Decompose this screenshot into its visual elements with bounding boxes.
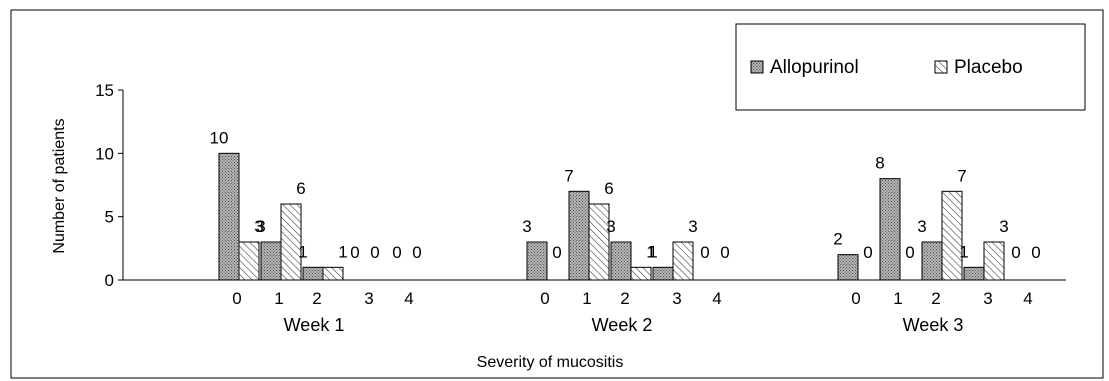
- x-tick-label: 2: [620, 289, 629, 308]
- data-label: 0: [700, 243, 709, 262]
- x-tick-label: 0: [540, 289, 549, 308]
- data-label: 3: [999, 217, 1008, 236]
- x-tick-label: 1: [274, 289, 283, 308]
- x-tick-label: 4: [1023, 289, 1032, 308]
- data-label: 0: [552, 243, 561, 262]
- data-label: 3: [917, 217, 926, 236]
- bar-placebo: [588, 203, 610, 281]
- data-label: 7: [564, 166, 573, 185]
- bar-allopurinol: [610, 241, 632, 281]
- bar-allopurinol: [568, 190, 590, 281]
- bars: [218, 152, 1005, 281]
- data-label: 3: [522, 217, 531, 236]
- group-label: Week 3: [903, 315, 964, 335]
- data-label: 0: [370, 243, 379, 262]
- data-label: 0: [905, 243, 914, 262]
- data-label: 1: [648, 242, 657, 261]
- bar-allopurinol: [652, 266, 674, 281]
- bar-placebo: [280, 203, 302, 281]
- group-label: Week 2: [592, 315, 653, 335]
- data-label: 10: [210, 128, 229, 147]
- y-axis-title: Number of patients: [51, 118, 68, 253]
- x-tick-label: 3: [672, 289, 681, 308]
- data-label: 3: [688, 217, 697, 236]
- legend-label-placebo: Placebo: [954, 57, 1023, 78]
- data-label: 6: [604, 179, 613, 198]
- data-label: 0: [1031, 243, 1040, 262]
- bar-allopurinol: [921, 241, 943, 281]
- data-label: 0: [392, 243, 401, 262]
- bar-allopurinol: [963, 266, 985, 281]
- bar-placebo: [983, 241, 1005, 281]
- bar-allopurinol: [526, 241, 548, 281]
- bar-placebo: [630, 266, 652, 281]
- bar-placebo: [672, 241, 694, 281]
- y-tick-label: 0: [105, 271, 114, 290]
- data-label: 1: [298, 242, 307, 261]
- group-label: Week 1: [284, 315, 345, 335]
- x-tick-label: 4: [404, 289, 413, 308]
- x-tick-label: 2: [312, 289, 321, 308]
- plot-frame: [10, 9, 1104, 379]
- legend: Allopurinol Placebo: [735, 23, 1086, 111]
- data-label: 6: [296, 179, 305, 198]
- x-tick-label: 0: [851, 289, 860, 308]
- data-label: 0: [350, 243, 359, 262]
- data-label: 1: [959, 242, 968, 261]
- data-label: 0: [412, 243, 421, 262]
- bar-placebo: [238, 241, 260, 281]
- data-label: 0: [863, 243, 872, 262]
- x-tick-label: 1: [893, 289, 902, 308]
- data-label: 7: [957, 166, 966, 185]
- x-tick-label: 1: [582, 289, 591, 308]
- data-label: 3: [256, 217, 265, 236]
- data-label: 1: [646, 242, 655, 261]
- x-tick-label: 2: [931, 289, 940, 308]
- bar-placebo: [322, 266, 344, 281]
- data-label: 0: [1011, 243, 1020, 262]
- data-label: 3: [254, 217, 263, 236]
- bar-allopurinol: [879, 178, 901, 281]
- legend-box: [735, 23, 1086, 111]
- data-label: 2: [833, 230, 842, 249]
- data-label: 0: [720, 243, 729, 262]
- bar-allopurinol: [837, 254, 859, 281]
- x-tick-label: 3: [364, 289, 373, 308]
- bar-allopurinol: [260, 241, 282, 281]
- y-tick-label: 5: [105, 208, 114, 227]
- data-label: 1: [338, 242, 347, 261]
- legend-swatch-allopurinol: [750, 60, 764, 74]
- x-tick-label: 4: [712, 289, 721, 308]
- bar-placebo: [941, 190, 963, 281]
- x-tick-label: 0: [232, 289, 241, 308]
- legend-label-allopurinol: Allopurinol: [770, 57, 859, 78]
- bar-allopurinol: [302, 266, 324, 281]
- data-label: 3: [606, 217, 615, 236]
- bar-allopurinol: [218, 152, 240, 281]
- x-tick-label: 3: [983, 289, 992, 308]
- data-label: 8: [875, 154, 884, 173]
- legend-swatch-placebo: [934, 60, 948, 74]
- y-tick-label: 15: [95, 81, 114, 100]
- x-axis-title: Severity of mucositis: [477, 354, 624, 371]
- y-tick-label: 10: [95, 144, 114, 163]
